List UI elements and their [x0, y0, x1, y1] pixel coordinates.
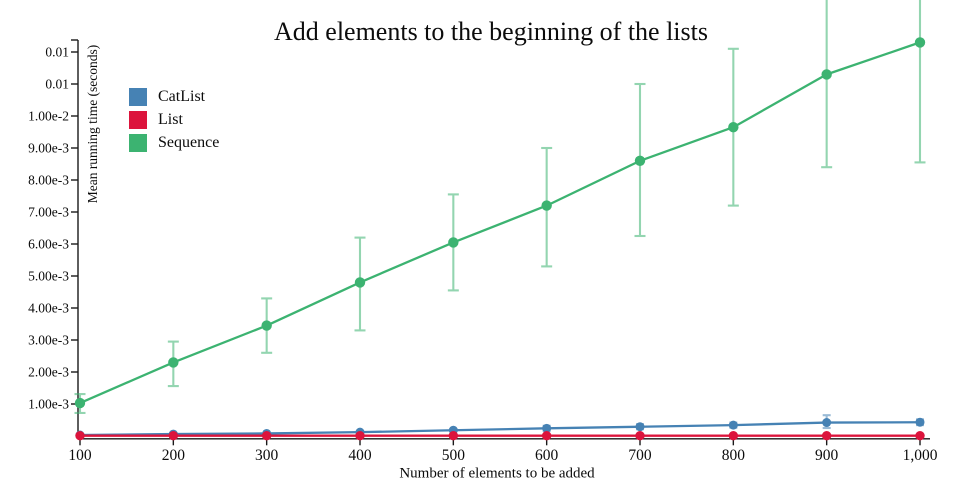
- chart-title: Add elements to the beginning of the lis…: [274, 17, 708, 46]
- y-tick-label: 0.01: [45, 45, 69, 60]
- y-tick-label: 7.00e-3: [28, 205, 69, 220]
- x-tick-group: 100 200 300 400 500 600 700 800 900 1,000: [68, 438, 938, 464]
- y-tick-group: 0.01 0.01 1.00e-2 9.00e-3 8.00e-3 7.00e-3 6.00…: [28, 45, 78, 412]
- marker-sequence: [354, 277, 366, 288]
- legend-swatch-sequence: [129, 134, 147, 152]
- line-catlist: [79, 421, 921, 437]
- y-tick-label: 6.00e-3: [28, 237, 69, 252]
- legend-item-sequence: Sequence: [129, 134, 219, 152]
- x-tick-label: 100: [68, 447, 92, 464]
- legend-label: Sequence: [158, 134, 220, 151]
- marker-sequence: [914, 37, 926, 48]
- marker-sequence: [74, 397, 86, 409]
- marker-catlist: [635, 422, 645, 432]
- marker-list: [635, 430, 645, 441]
- x-tick-label: 800: [722, 447, 746, 464]
- marker-list: [261, 430, 272, 441]
- legend-item-catlist: CatList: [129, 88, 219, 106]
- legend-swatch-catlist: [129, 88, 147, 106]
- marker-sequence: [448, 237, 459, 248]
- y-tick-label: 2.00e-3: [28, 365, 69, 380]
- marker-sequence: [728, 122, 739, 133]
- marker-catlist: [728, 420, 738, 430]
- x-tick-label: 300: [255, 447, 279, 464]
- x-tick-label: 700: [628, 447, 652, 464]
- legend: CatList List Sequence: [129, 88, 219, 157]
- y-axis-title: Mean running time (seconds): [85, 44, 100, 204]
- marker-catlist: [822, 418, 832, 428]
- marker-list: [75, 430, 85, 441]
- series-sequence: [74, 0, 926, 415]
- series-list: [75, 430, 925, 441]
- y-tick-label: 5.00e-3: [28, 269, 69, 284]
- legend-label: CatList: [158, 88, 206, 105]
- x-tick-label: 500: [442, 447, 466, 464]
- legend-label: List: [158, 111, 183, 128]
- y-tick-label: 3.00e-3: [28, 333, 69, 348]
- line-sequence: [79, 41, 921, 405]
- y-tick-label: 4.00e-3: [28, 301, 69, 316]
- y-tick-label: 1.00e-3: [28, 397, 69, 412]
- marker-catlist: [542, 423, 552, 433]
- x-tick-label: 200: [162, 447, 186, 464]
- marker-sequence: [168, 357, 179, 368]
- legend-item-list: List: [129, 111, 219, 129]
- marker-list: [541, 430, 552, 441]
- marker-list: [821, 430, 832, 441]
- x-tick-label: 1,000: [903, 447, 938, 464]
- y-tick-label: 0.01: [45, 77, 69, 92]
- marker-list: [448, 430, 459, 441]
- y-tick-label: 8.00e-3: [28, 173, 69, 188]
- marker-list: [355, 430, 365, 441]
- y-tick-label: 1.00e-2: [28, 109, 69, 124]
- y-tick-label: 9.00e-3: [28, 141, 69, 156]
- x-tick-label: 400: [348, 447, 372, 464]
- marker-sequence: [821, 69, 832, 80]
- x-axis-title: Number of elements to be added: [399, 465, 595, 482]
- marker-sequence: [541, 200, 552, 211]
- marker-catlist: [915, 417, 925, 427]
- marker-sequence: [634, 155, 646, 166]
- x-tick-label: 900: [815, 447, 839, 464]
- x-tick-label: 600: [535, 447, 559, 464]
- legend-swatch-list: [129, 111, 147, 129]
- marker-list: [168, 430, 179, 441]
- marker-list: [728, 430, 739, 441]
- marker-sequence: [261, 320, 272, 331]
- marker-list: [915, 430, 925, 441]
